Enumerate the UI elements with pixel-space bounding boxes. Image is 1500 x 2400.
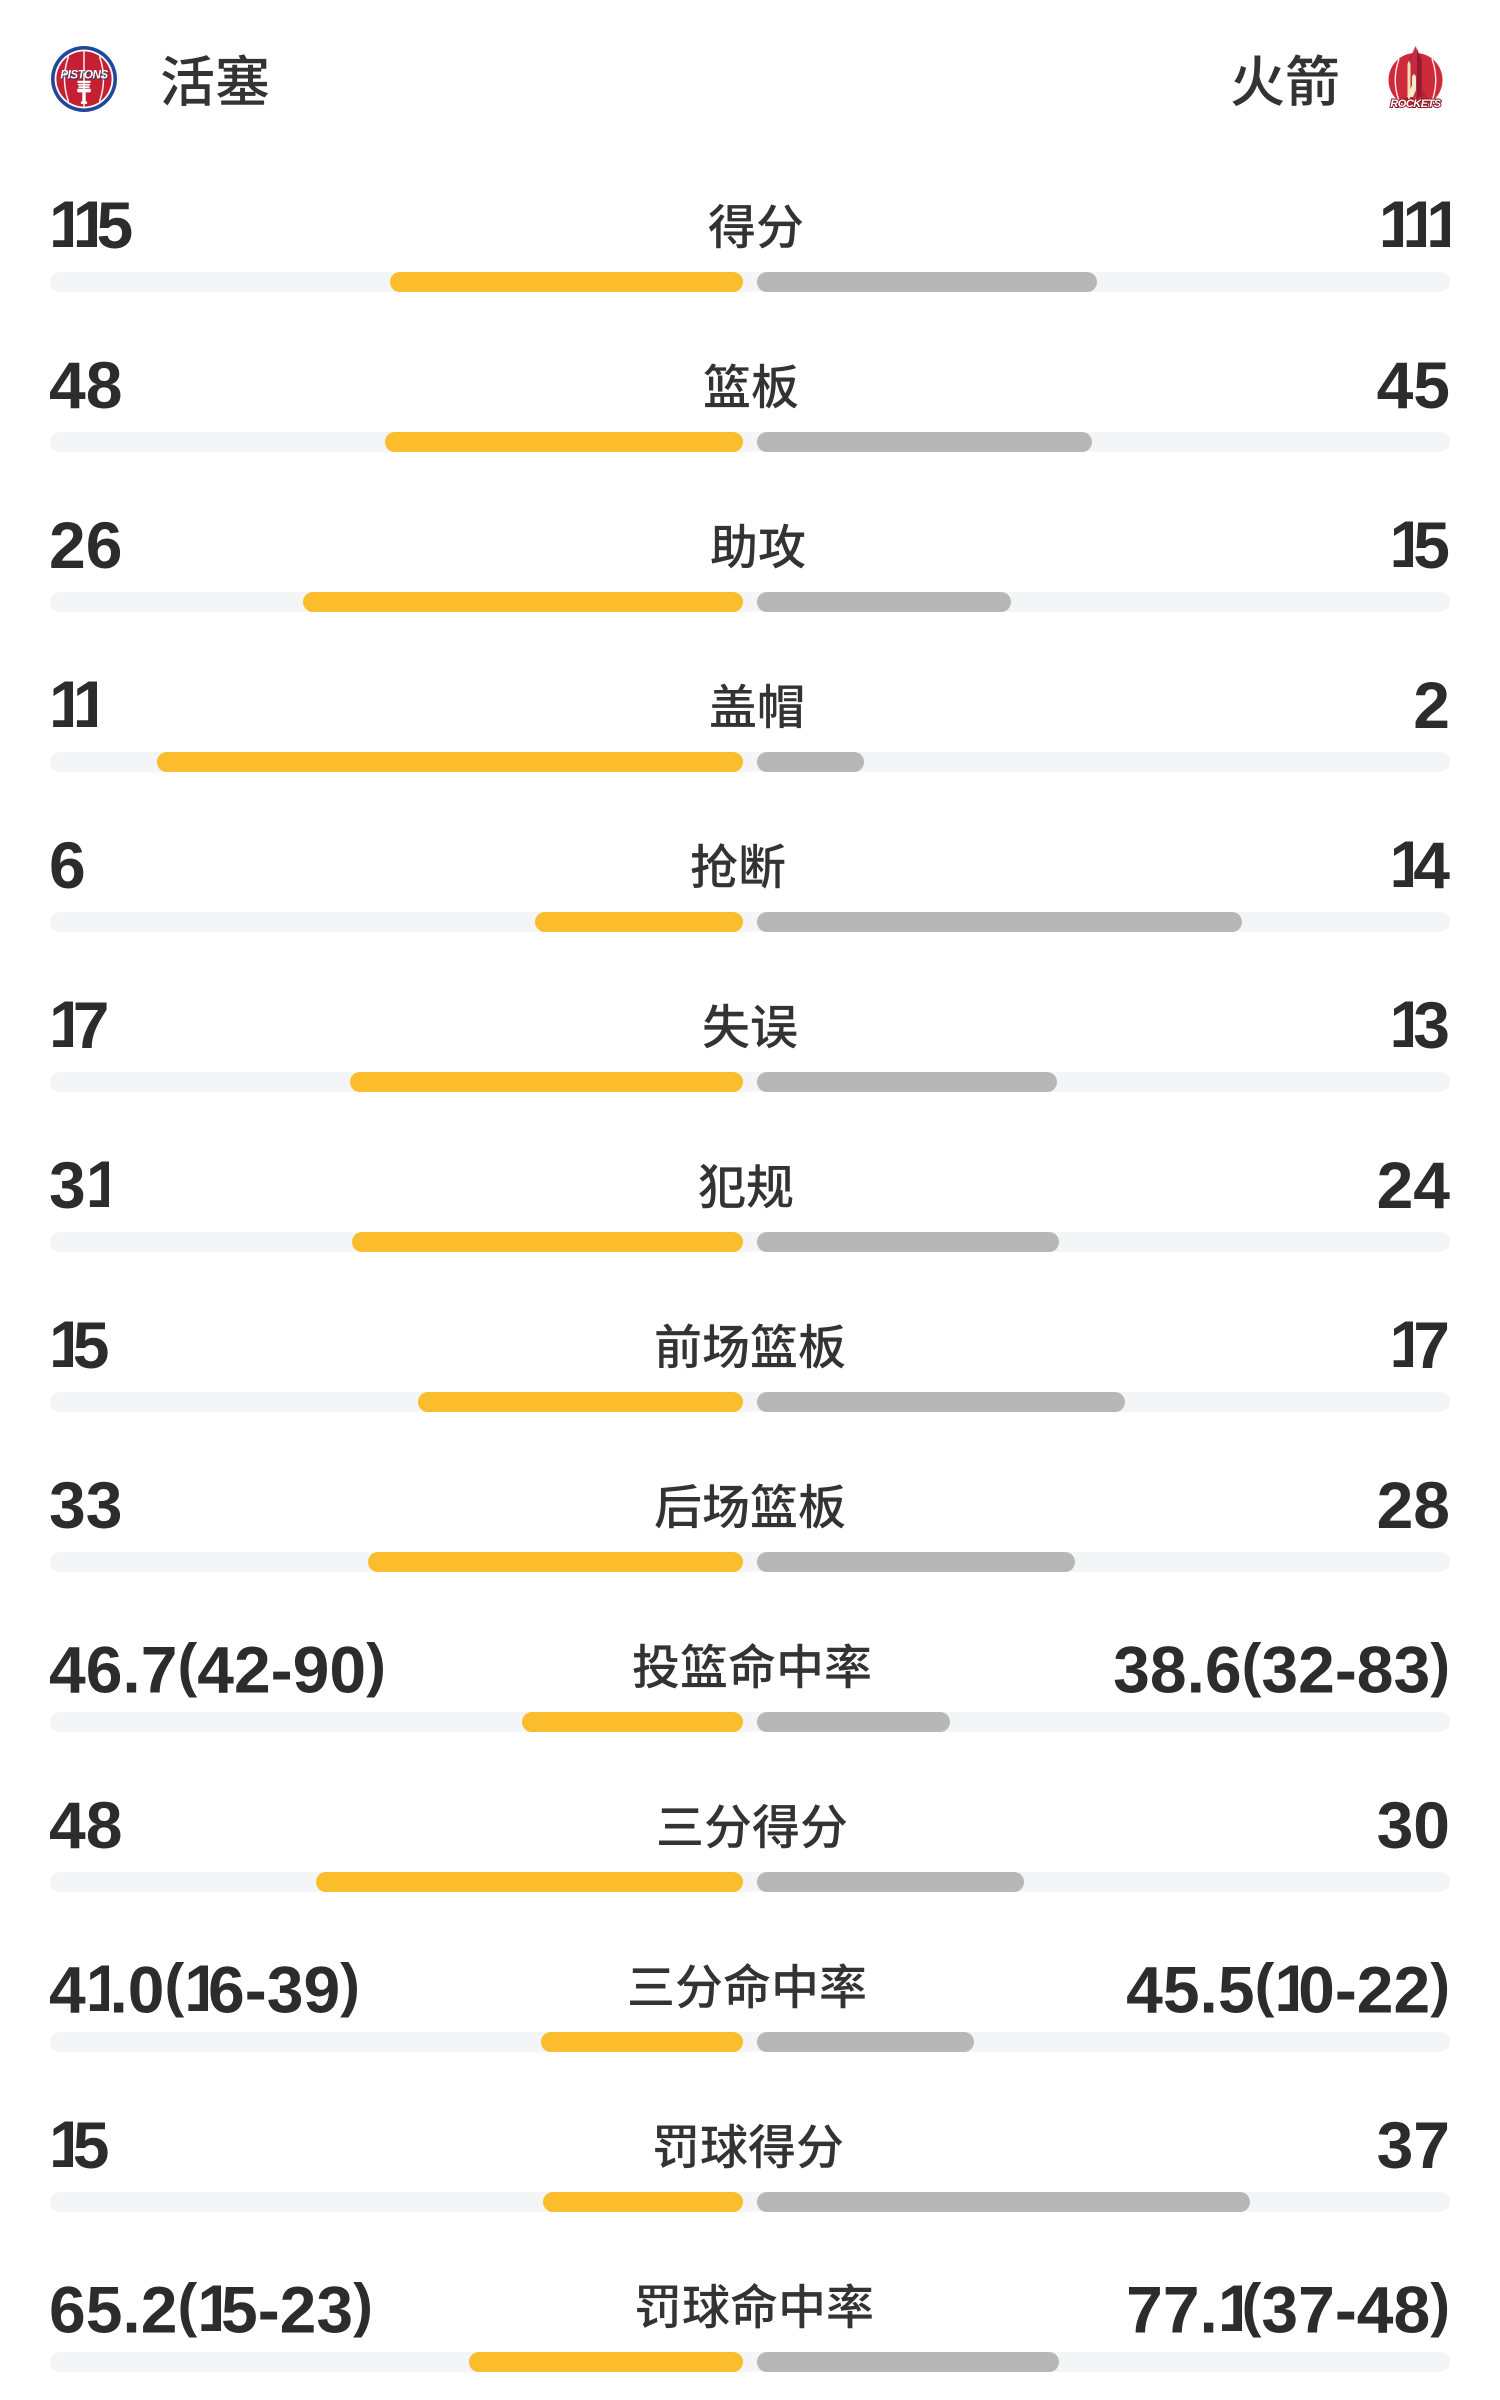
svg-text:ROCKETS: ROCKETS: [1390, 98, 1441, 110]
svg-text:PISTONS: PISTONS: [60, 69, 108, 82]
svg-text:PISTONS: PISTONS: [61, 69, 109, 82]
